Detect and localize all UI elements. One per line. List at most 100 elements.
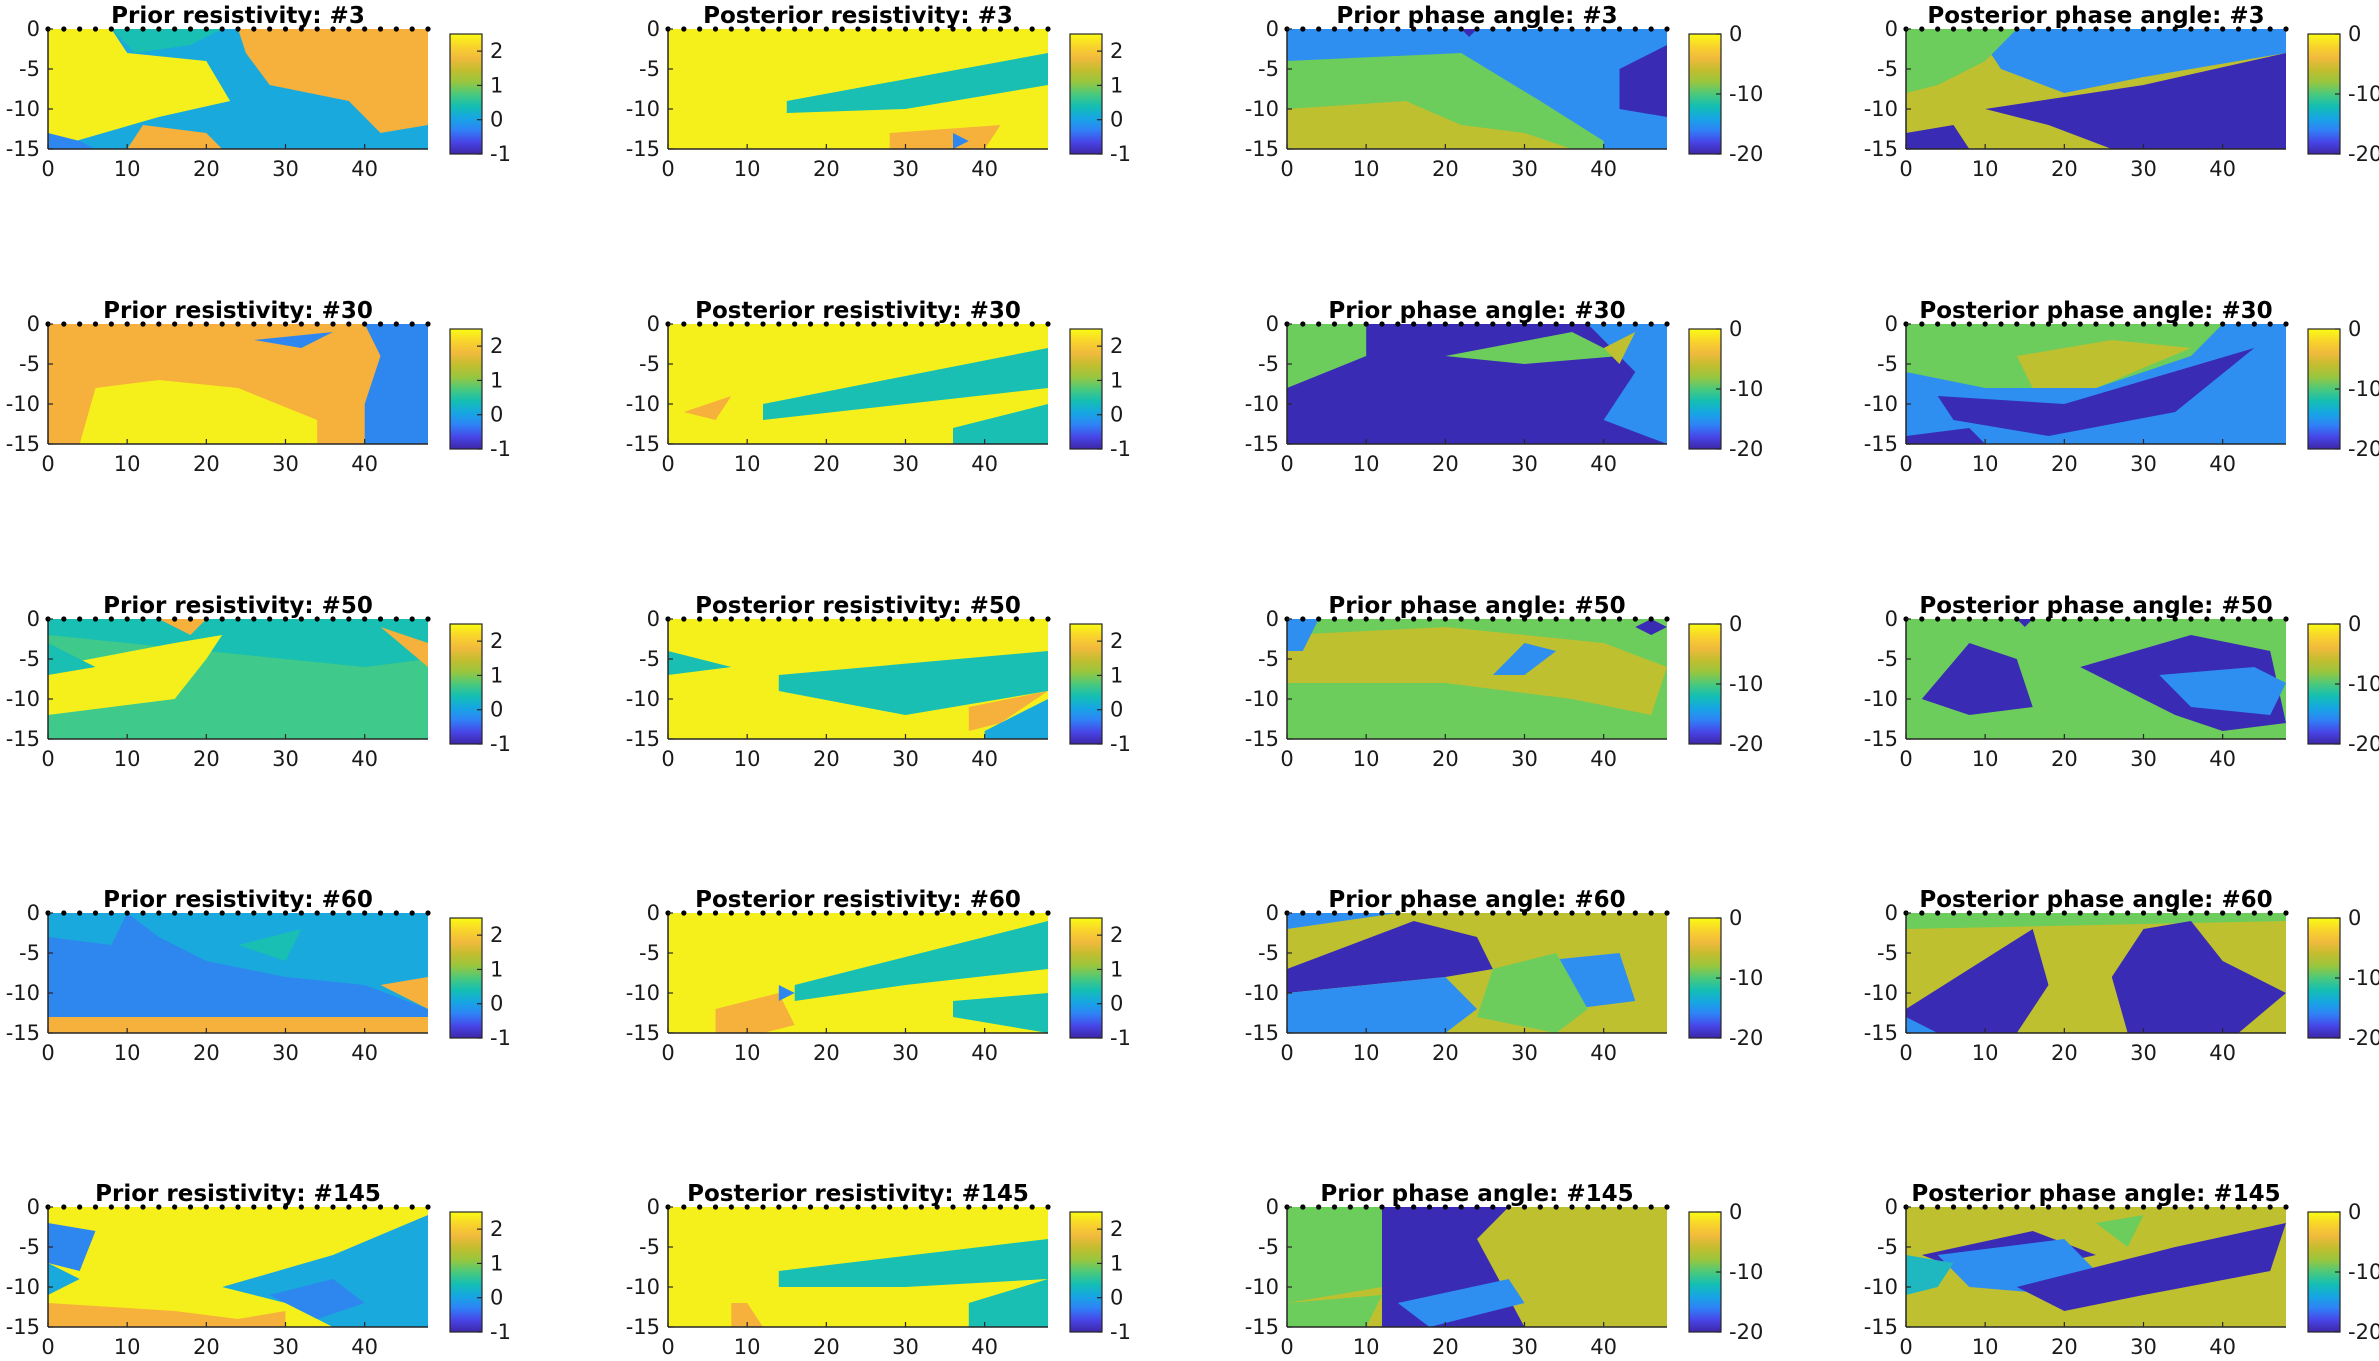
region-polygon [1287, 977, 1477, 1033]
electrode-marker [1553, 616, 1559, 622]
colorbar-tick-label: -1 [490, 437, 511, 461]
x-tick-label: 30 [892, 747, 919, 771]
electrode-marker [2251, 1204, 2257, 1210]
electrode-marker [1474, 1204, 1480, 1210]
electrode-marker [760, 1204, 766, 1210]
electrode-marker [2267, 910, 2273, 916]
electrode-marker [409, 616, 415, 622]
electrode-marker [377, 910, 384, 916]
y-tick-label: 0 [27, 1195, 40, 1219]
electrode-marker [235, 910, 241, 916]
electrode-marker [760, 26, 766, 32]
region-polygon [1287, 921, 1493, 993]
electrode-marker [1442, 26, 1448, 32]
electrode-marker [934, 910, 940, 916]
colorbar-tick-label: 0 [1110, 108, 1123, 132]
y-tick-label: -10 [6, 97, 40, 121]
electrode-marker [1474, 321, 1480, 327]
electrode-marker [1506, 321, 1512, 327]
electrode-marker [1950, 321, 1957, 327]
electrode-marker [712, 26, 719, 32]
electrode-marker [92, 1204, 99, 1210]
electrode-marker [950, 1204, 956, 1210]
electrode-marker [902, 321, 909, 327]
y-tick-label: -15 [1864, 137, 1898, 161]
electrode-marker [251, 321, 257, 327]
electrode-marker [2267, 1204, 2273, 1210]
electrode-marker [1331, 321, 1338, 327]
electrode-marker [2077, 910, 2083, 916]
electrode-marker [2045, 321, 2052, 327]
y-tick-label: -10 [1864, 1275, 1898, 1299]
electrode-marker [156, 26, 162, 32]
electrode-marker [187, 1204, 194, 1210]
electrode-marker [966, 321, 972, 327]
electrode-marker [982, 1204, 988, 1210]
electrode-marker [2109, 1204, 2115, 1210]
x-tick-label: 0 [1899, 747, 1912, 771]
electrode-marker [982, 26, 988, 32]
electrode-marker [187, 616, 194, 622]
colorbar-tick-label: 2 [490, 629, 503, 653]
electrode-marker [1474, 910, 1480, 916]
electrode-marker [950, 26, 956, 32]
colorbar-tick-label: 0 [490, 108, 503, 132]
electrode-marker [61, 26, 67, 32]
y-tick-label: -15 [1864, 432, 1898, 456]
region-polygon [380, 627, 428, 667]
electrode-marker [108, 321, 114, 327]
electrode-marker [2014, 321, 2020, 327]
plot-area [1906, 913, 2286, 1033]
electrode-marker [887, 616, 893, 622]
y-tick-label: 0 [1885, 17, 1898, 41]
electrode-marker [1395, 910, 1401, 916]
electrode-marker [2220, 321, 2226, 327]
electrode-marker [251, 910, 257, 916]
x-tick-label: 20 [193, 747, 220, 771]
subplot-title: Posterior resistivity: #30 [695, 298, 1021, 324]
electrode-marker [362, 1204, 368, 1210]
x-tick-label: 40 [1590, 157, 1617, 181]
electrode-marker [1998, 910, 2004, 916]
x-tick-label: 20 [813, 747, 840, 771]
electrode-marker [1474, 616, 1480, 622]
y-tick-label: -15 [1245, 1315, 1279, 1339]
x-tick-label: 30 [272, 1041, 299, 1065]
x-tick-label: 20 [2051, 157, 2078, 181]
electrode-marker [1966, 616, 1972, 622]
x-tick-label: 0 [41, 1041, 54, 1065]
y-tick-label: 0 [1266, 901, 1279, 925]
x-tick-label: 40 [2209, 1041, 2236, 1065]
electrode-marker [1648, 321, 1654, 327]
colorbar-tick-label: 2 [1110, 39, 1123, 63]
electrode-marker [1521, 910, 1528, 916]
y-tick-label: -15 [1864, 1021, 1898, 1045]
colorbar-tick-label: -20 [1729, 142, 1763, 166]
region-polygon [968, 1279, 1048, 1327]
electrode-marker [1300, 616, 1306, 622]
electrode-marker [92, 910, 99, 916]
colorbar [1069, 328, 1103, 450]
region-polygon [48, 29, 231, 149]
y-tick-label: -5 [1258, 57, 1279, 81]
colorbar [1069, 623, 1103, 745]
x-tick-label: 20 [813, 1041, 840, 1065]
electrode-marker [697, 910, 703, 916]
region-polygon [238, 929, 302, 961]
x-tick-label: 0 [41, 157, 54, 181]
electrode-marker [966, 1204, 972, 1210]
electrode-marker [2235, 1204, 2242, 1210]
electrode-marker [267, 910, 273, 916]
electrode-marker [2030, 26, 2036, 32]
region-polygon [794, 921, 1048, 1001]
electrode-marker [1331, 26, 1338, 32]
electrode-marker [1935, 26, 1941, 32]
electrode-marker [282, 26, 289, 32]
y-tick-label: -15 [6, 1315, 40, 1339]
electrode-marker [156, 321, 162, 327]
electrode-marker [140, 616, 146, 622]
electrode-marker [950, 616, 956, 622]
electrode-marker [2077, 1204, 2083, 1210]
electrode-marker [92, 616, 99, 622]
x-tick-label: 0 [661, 1335, 674, 1359]
